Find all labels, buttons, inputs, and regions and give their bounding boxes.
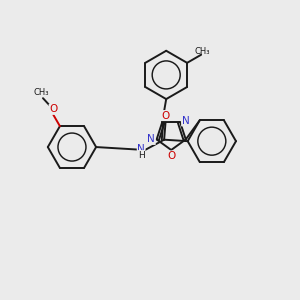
- Text: N: N: [137, 144, 145, 154]
- Text: O: O: [161, 110, 170, 121]
- Text: N: N: [148, 134, 155, 144]
- Text: CH₃: CH₃: [195, 47, 210, 56]
- Text: N: N: [182, 116, 189, 126]
- Text: H: H: [138, 151, 145, 160]
- Text: CH₃: CH₃: [34, 88, 49, 98]
- Text: O: O: [49, 104, 57, 114]
- Text: O: O: [167, 151, 175, 161]
